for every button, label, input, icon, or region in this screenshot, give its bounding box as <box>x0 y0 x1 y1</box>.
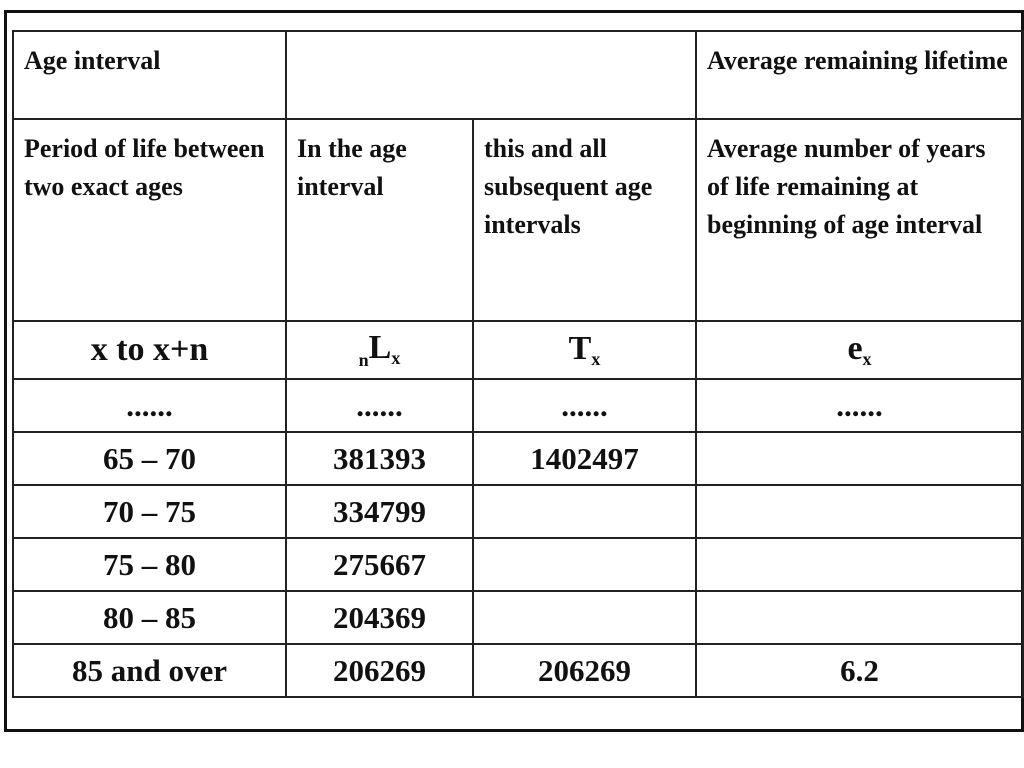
symbol: e <box>847 330 863 367</box>
age-cell: 75 – 80 <box>12 537 287 592</box>
ellipsis-row: ...... ...... ...... ...... <box>12 378 1024 433</box>
tx-cell <box>472 590 697 645</box>
header-row: Age interval Average remaining lifetime <box>12 30 1024 120</box>
age-cell: 65 – 70 <box>12 431 287 486</box>
symbol: T <box>568 330 592 367</box>
subscript: x <box>391 348 401 368</box>
ellipsis-cell: ...... <box>472 378 697 433</box>
symbol: L <box>368 329 392 366</box>
header-cell <box>285 30 697 120</box>
lx-cell: 206269 <box>285 643 474 698</box>
description-cell: this and all subsequent age intervals <box>472 118 697 322</box>
data-row: 80 – 85 204369 <box>12 590 1024 645</box>
data-row: 85 and over 206269 206269 6.2 <box>12 643 1024 698</box>
subscript: x <box>862 349 872 369</box>
ellipsis-cell: ...... <box>695 378 1024 433</box>
tx-cell <box>472 537 697 592</box>
description-cell: In the age interval <box>285 118 474 322</box>
lx-cell: 334799 <box>285 484 474 539</box>
ex-cell <box>695 590 1024 645</box>
data-row: 65 – 70 381393 1402497 <box>12 431 1024 486</box>
ellipsis-cell: ...... <box>12 378 287 433</box>
tx-cell <box>472 484 697 539</box>
ex-cell <box>695 484 1024 539</box>
data-row: 70 – 75 334799 <box>12 484 1024 539</box>
lx-cell: 275667 <box>285 537 474 592</box>
symbol-cell: ex <box>695 320 1024 380</box>
header-cell: Age interval <box>12 30 287 120</box>
ex-cell <box>695 431 1024 486</box>
symbol-cell: Tx <box>472 320 697 380</box>
age-cell: 85 and over <box>12 643 287 698</box>
lx-cell: 381393 <box>285 431 474 486</box>
symbol-cell: nLx <box>285 320 474 380</box>
symbol-row: x to x+n nLx Tx ex <box>12 320 1024 380</box>
description-cell: Average number of years of life remainin… <box>695 118 1024 322</box>
header-cell: Average remaining lifetime <box>695 30 1024 120</box>
life-table: Age interval Average remaining lifetime … <box>12 30 1024 698</box>
ex-cell: 6.2 <box>695 643 1024 698</box>
description-cell: Period of life between two exact ages <box>12 118 287 322</box>
tx-cell: 206269 <box>472 643 697 698</box>
ex-cell <box>695 537 1024 592</box>
tx-cell: 1402497 <box>472 431 697 486</box>
description-row: Period of life between two exact ages In… <box>12 118 1024 322</box>
data-row: 75 – 80 275667 <box>12 537 1024 592</box>
prefix-subscript: n <box>358 350 369 370</box>
age-cell: 80 – 85 <box>12 590 287 645</box>
lx-cell: 204369 <box>285 590 474 645</box>
subscript: x <box>591 349 601 369</box>
symbol-cell: x to x+n <box>12 320 287 380</box>
ellipsis-cell: ...... <box>285 378 474 433</box>
age-cell: 70 – 75 <box>12 484 287 539</box>
